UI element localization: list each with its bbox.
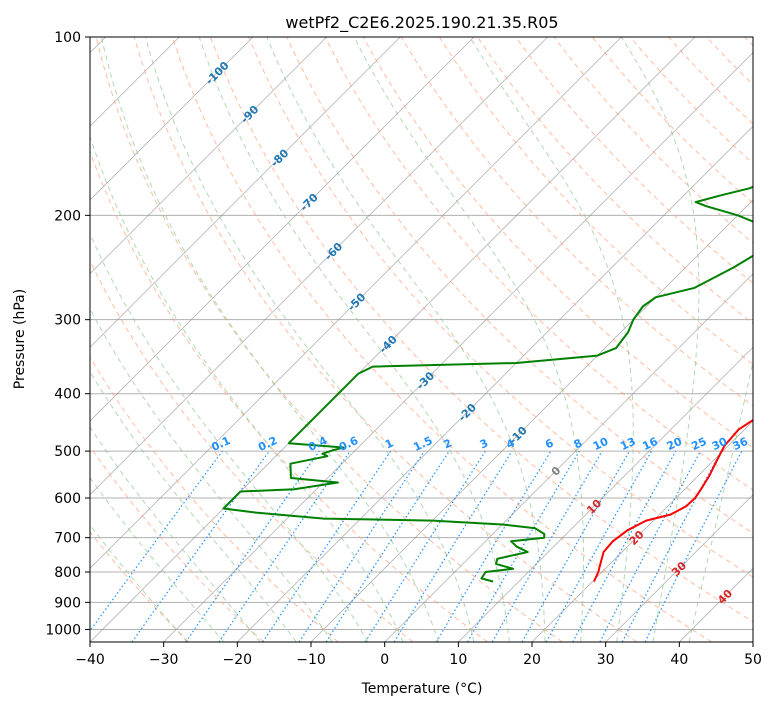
isotherm-line [90,37,548,496]
isotherm-line [605,494,753,642]
isotherm-line [90,37,327,275]
y-tick-label: 400 [54,387,81,403]
y-axis-title: Pressure (hPa) [12,289,28,389]
mixing-ratio-label: 16 [640,435,660,453]
mixing-ratio-label: 10 [591,435,611,453]
mixing-ratio-label: 25 [689,435,708,453]
isotherm-line [90,37,622,569]
dry-adiabat [400,37,753,407]
x-tick-label: 30 [597,652,615,668]
x-tick-label: 0 [380,652,389,668]
moist-adiabat [90,524,188,642]
dry-adiabat [90,531,190,642]
moist-adiabat [90,370,297,642]
mixing-ratio-line [262,450,392,642]
background-lines [90,37,753,642]
y-tick-label: 800 [54,565,81,581]
y-tick-label: 100 [54,30,81,46]
dry-adiabat [286,37,753,534]
dry-adiabat [171,37,712,642]
isotherm-line [531,420,753,642]
mixing-ratio-line [90,450,223,632]
isotherm-line [237,125,753,642]
dry-adiabat [515,37,753,284]
mixing-ratio-line [572,450,677,642]
dry-adiabat [210,37,753,623]
dry-adiabat [95,37,563,642]
dry-adiabat [438,37,753,366]
x-axis-title: Temperature (°C) [361,681,483,697]
x-tick-label: −30 [149,652,179,668]
isotherm-line [384,273,753,642]
y-tick-label: 500 [54,444,81,460]
plot-frame [89,36,754,643]
mixing-ratio-label: 36 [731,435,751,453]
dry-adiabat [90,356,339,642]
x-tick-label: 40 [670,652,688,668]
mixing-ratio-line [644,450,743,642]
moist-adiabat [90,476,225,642]
y-tick-label: 1000 [45,622,81,638]
x-tick-label: 10 [449,652,467,668]
isotherm-line [90,37,475,422]
moist-adiabat [90,232,369,642]
x-tick-label: −10 [296,652,326,668]
dry-adiabat [248,37,753,578]
series-layer [222,185,753,583]
temperature-profile [593,418,753,582]
dry-adiabat [90,445,264,642]
dry-adiabat [90,259,414,642]
x-tick-label: −40 [75,652,105,668]
moist-adiabat [266,37,546,642]
mixing-ratio-line [393,450,513,642]
dewpoint-profile [222,185,753,583]
chart-title: wetPf2_C2E6.2025.190.21.35.R05 [285,13,558,33]
moist-adiabat [90,135,404,642]
isotherm-line [90,37,254,201]
y-tick-label: 700 [54,531,81,547]
moist-adiabat [620,37,700,642]
y-tick-label: 900 [54,595,81,611]
x-tick-label: −20 [223,652,253,668]
mixing-ratio-line [545,450,653,642]
isotherm-line [90,37,696,642]
axis-ticks: −40 −30 −20 −10 0 10 20 30 40 50 1000 900 800 700 600 5… [45,30,762,668]
dry-adiabat [133,37,638,642]
x-tick-label: 50 [744,652,762,668]
x-tick-label: 20 [523,652,541,668]
y-tick-label: 300 [54,313,81,329]
mixing-ratio-label: 13 [618,435,637,453]
isotherm-line [90,37,401,348]
mixing-ratio-label: 30 [710,435,730,453]
mixing-ratio-line [298,450,425,642]
y-tick-label: 600 [54,491,81,507]
moist-adiabat [144,37,475,642]
moist-adiabat [100,37,439,642]
mixing-ratio-line [325,450,450,642]
mixing-ratio-line [185,450,320,642]
mixing-ratio-line [521,450,631,642]
mixing-ratio-label: 20 [665,435,685,453]
y-tick-label: 200 [54,208,81,224]
isotherm-line [163,52,753,642]
moist-adiabat [353,37,584,642]
mixing-ratio-line [218,450,351,642]
isotherm-line [458,346,753,642]
mixing-ratio-line [131,450,270,642]
grid-layer [90,37,753,642]
moist-adiabat [90,426,261,642]
